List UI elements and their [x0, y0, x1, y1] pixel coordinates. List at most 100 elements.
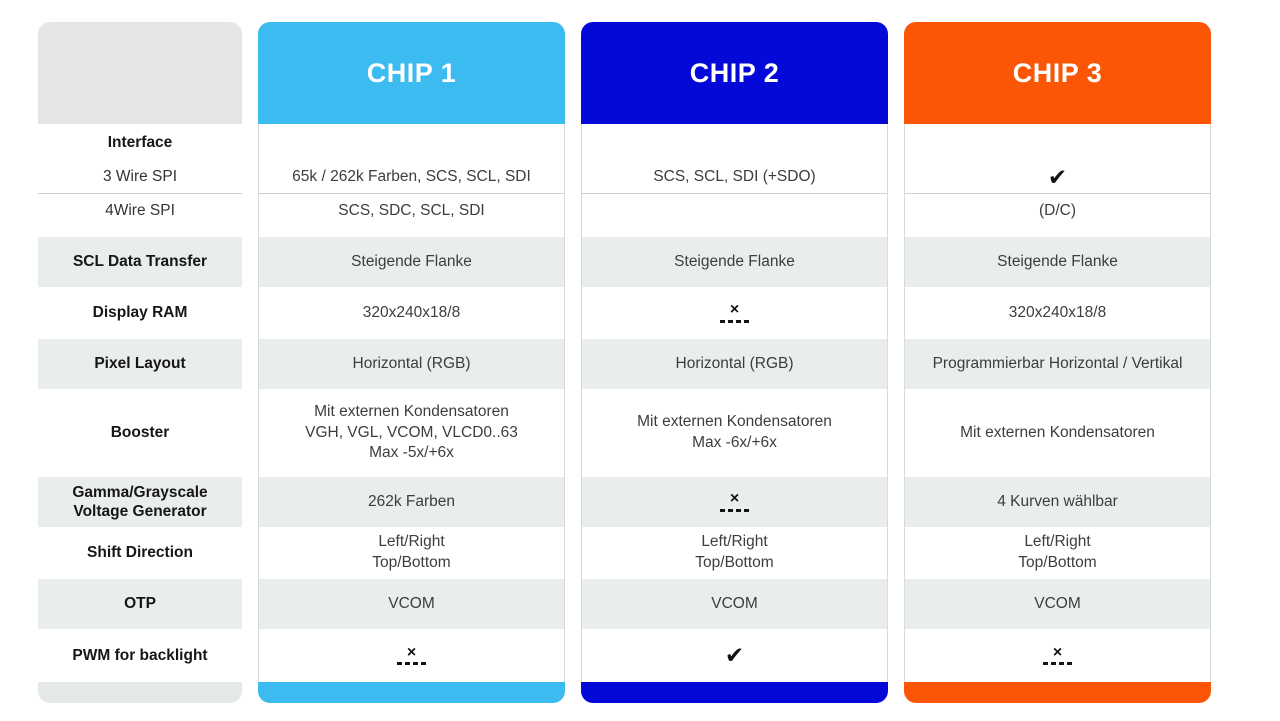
cell-3-wire-spi-chip1: 65k / 262k Farben, SCS, SCL, SDI: [259, 162, 564, 194]
row-label-text: SCL Data Transfer: [72, 253, 208, 271]
cell-value-line: Max -5x/+6x: [369, 444, 454, 462]
cell-value-line: Horizontal (RGB): [352, 354, 471, 372]
cell-value-line: VGH, VGL, VCOM, VLCD0..63: [305, 423, 518, 441]
cell-value-line: Mit externen Kondensatoren: [314, 402, 509, 420]
cell-3-wire-spi-chip3: ✔: [905, 162, 1210, 194]
chip1-column-body: 65k / 262k Farben, SCS, SCL, SDI SCS, SDC…: [258, 124, 565, 682]
cell-pixel-layout-chip2: Horizontal (RGB): [582, 339, 887, 389]
cell-value-line: Left/Right: [1024, 533, 1091, 551]
cross-dashes: [396, 662, 427, 666]
cell-scl-data-transfer-chip2: Steigende Flanke: [582, 237, 887, 287]
cell-value-line: Top/Bottom: [1018, 554, 1097, 571]
row-label-text: 3 Wire SPI: [102, 168, 178, 186]
cell-4-wire-spi-chip2: [582, 194, 887, 228]
cell-value-line: Top/Bottom: [695, 554, 774, 571]
cell-value-line: Mit externen Kondensatoren: [637, 413, 832, 431]
row-label-3-wire-spi: 3 Wire SPI: [38, 162, 242, 194]
chip1-title: CHIP 1: [366, 57, 457, 88]
row-label-otp: OTP: [38, 579, 242, 629]
cell-value-line: Mit externen Kondensatoren: [960, 423, 1155, 441]
cell-value-line: Programmierbar Horizontal / Vertikal: [932, 354, 1183, 372]
labels-column-footer: [38, 682, 242, 703]
chip1-column-footer: [258, 682, 565, 703]
cell-value-line: VCOM: [711, 594, 758, 612]
cell-value-line: 320x240x18/8: [1008, 303, 1107, 321]
cell-value-line: Steigende Flanke: [351, 252, 472, 270]
cell-value-line: 4 Kurven wählbar: [997, 492, 1118, 510]
cell-interface-chip2: [582, 124, 887, 162]
row-label-interface: Interface: [38, 124, 242, 162]
chip3-title: CHIP 3: [1012, 57, 1103, 88]
cell-value-line: 320x240x18/8: [362, 303, 461, 321]
cell-pwm-for-backlight-chip3: ×: [905, 629, 1210, 682]
cell-otp-chip1: VCOM: [259, 579, 564, 629]
labels-column: Interface 3 Wire SPI 4Wire SPI SCL Data Tra…: [38, 22, 242, 703]
row-label-scl-data-transfer: SCL Data Transfer: [38, 237, 242, 287]
chip3-column-footer: [904, 682, 1211, 703]
row-label-shift-direction: Shift Direction: [38, 527, 242, 579]
row-label-text: Voltage Generator: [73, 503, 207, 520]
cell-value-line: Left/Right: [378, 533, 445, 551]
cell-pwm-for-backlight-chip2: ✔: [582, 629, 887, 682]
chip3-column-body: ✔ (D/C) Steigende Flanke 320x240x18/8 Progra…: [904, 124, 1211, 682]
cross-icon: ×: [719, 301, 750, 323]
cell-booster-chip2: Mit externen Kondensatoren Max -6x/+6x: [582, 389, 887, 477]
cell-booster-chip1: Mit externen Kondensatoren VGH, VGL, VCOM…: [259, 389, 564, 477]
cell-shift-direction-chip1: Left/Right Top/Bottom: [259, 527, 564, 579]
chip2-title: CHIP 2: [689, 57, 780, 88]
cell-shift-direction-chip2: Left/Right Top/Bottom: [582, 527, 887, 579]
cell-spacer-chip3: [905, 228, 1210, 237]
cell-spacer-chip1: [259, 228, 564, 237]
cell-interface-chip1: [259, 124, 564, 162]
cell-4-wire-spi-chip3: (D/C): [905, 194, 1210, 228]
row-label-text: Gamma/Grayscale: [72, 483, 208, 501]
cell-otp-chip2: VCOM: [582, 579, 887, 629]
chip2-column-body: SCS, SCL, SDI (+SDO) Steigende Flanke × Hor…: [581, 124, 888, 682]
cell-interface-chip3: [905, 124, 1210, 162]
row-label-text: Interface: [107, 134, 173, 152]
chip3-column-header: CHIP 3: [904, 22, 1211, 124]
cell-value-line: SCS, SCL, SDI (+SDO): [653, 168, 816, 186]
cross-icon: ×: [396, 643, 427, 666]
cell-display-ram-chip1: 320x240x18/8: [259, 287, 564, 339]
cell-3-wire-spi-chip2: SCS, SCL, SDI (+SDO): [582, 162, 887, 194]
comparison-table: Interface 3 Wire SPI 4Wire SPI SCL Data Tra…: [38, 22, 1211, 703]
cross-x-glyph: ×: [729, 490, 740, 508]
cell-gamma-grayscale-voltage-generator-chip1: 262k Farben: [259, 477, 564, 527]
cross-x-glyph: ×: [729, 301, 740, 319]
cell-value-line: Steigende Flanke: [997, 252, 1118, 270]
cell-gamma-grayscale-voltage-generator-chip2: ×: [582, 477, 887, 527]
cross-dashes: [1042, 662, 1073, 666]
chip1-column: CHIP 1 65k / 262k Farben, SCS, SCL, SDI S…: [258, 22, 565, 703]
chip2-column: CHIP 2 SCS, SCL, SDI (+SDO) Steigende Fla…: [581, 22, 888, 703]
row-label-text: Booster: [110, 424, 170, 442]
row-label-text: Shift Direction: [87, 544, 193, 562]
row-label-gamma-grayscale-voltage-generator: Gamma/Grayscale Voltage Generator: [38, 477, 242, 527]
row-label-spacer: [38, 228, 242, 237]
cell-value-line: Left/Right: [701, 533, 768, 551]
cell-value-line: 262k Farben: [367, 492, 456, 510]
chip3-column: CHIP 3 ✔ (D/C) Steigende Flanke 320x240x18/…: [904, 22, 1211, 703]
row-label-pixel-layout: Pixel Layout: [38, 339, 242, 389]
row-label-4-wire-spi: 4Wire SPI: [38, 194, 242, 228]
row-label-text: 4Wire SPI: [105, 201, 175, 219]
row-label-text: Pixel Layout: [94, 355, 186, 373]
cell-value-line: Horizontal (RGB): [675, 354, 794, 372]
cell-pixel-layout-chip1: Horizontal (RGB): [259, 339, 564, 389]
cross-x-glyph: ×: [406, 643, 417, 661]
labels-column-body: Interface 3 Wire SPI 4Wire SPI SCL Data Tra…: [38, 124, 242, 682]
cell-value-line: Max -6x/+6x: [692, 434, 777, 451]
cell-value-line: Top/Bottom: [372, 554, 451, 571]
cell-shift-direction-chip3: Left/Right Top/Bottom: [905, 527, 1210, 579]
check-icon: ✔: [1047, 164, 1068, 190]
cell-4-wire-spi-chip1: SCS, SDC, SCL, SDI: [259, 194, 564, 228]
cross-icon: ×: [1042, 644, 1073, 666]
cell-value-line: 65k / 262k Farben, SCS, SCL, SDI: [292, 168, 531, 186]
cell-value-line: VCOM: [388, 594, 435, 612]
labels-column-header: [38, 22, 242, 124]
chip1-column-header: CHIP 1: [258, 22, 565, 124]
cross-dashes: [719, 319, 750, 323]
row-label-pwm-for-backlight: PWM for backlight: [38, 629, 242, 682]
chip2-column-footer: [581, 682, 888, 703]
